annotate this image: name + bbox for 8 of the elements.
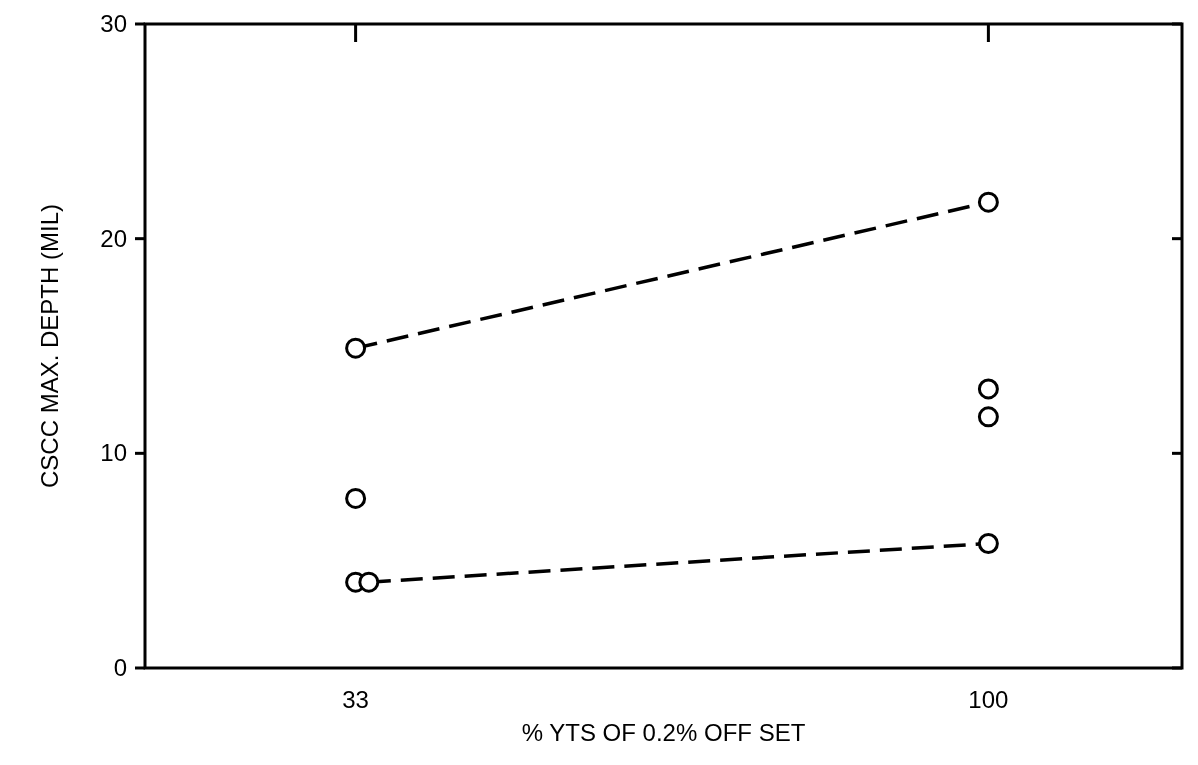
x-tick-label: 100	[968, 686, 1009, 713]
y-axis-title: CSCC MAX. DEPTH (MIL)	[36, 203, 63, 489]
y-tick-label: 20	[100, 224, 127, 252]
y-tick-label: 0	[113, 654, 127, 681]
x-axis-title: % YTS OF 0.2% OFF SET	[521, 719, 806, 746]
y-tick-label: 30	[100, 10, 127, 37]
y-tick-label: 10	[100, 439, 127, 467]
x-tick-label: 33	[342, 686, 369, 713]
